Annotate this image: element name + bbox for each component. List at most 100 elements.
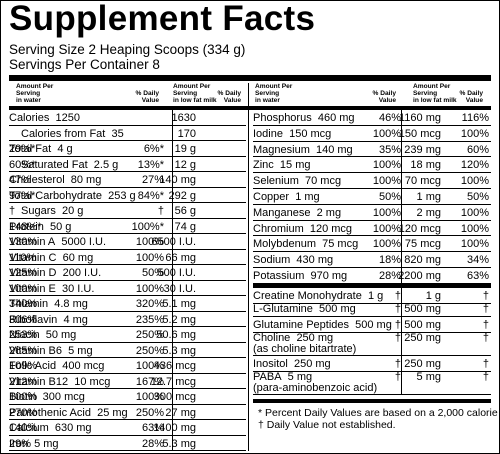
daily-value: 100%* <box>131 220 164 233</box>
daily-value: † <box>394 371 401 383</box>
nutrient-row: Magnesium 140 mg 35% 239 mg 60% <box>253 141 491 158</box>
milk-amount: 5.1 mg <box>162 298 196 310</box>
milk-amount: 1400 mg <box>153 422 196 434</box>
row-separator <box>9 171 246 172</box>
milk-daily-value: 253% <box>9 329 38 341</box>
nutrient-row: Vitamin B6 5 mg 250% 5.3 mg 265% <box>9 342 246 358</box>
row-separator <box>9 155 246 157</box>
milk-amount: 292 g <box>168 189 196 202</box>
nutrient-amount: 970 mg <box>310 270 348 282</box>
milk-amount: 820 mg <box>404 254 441 267</box>
milk-daily-value: 265% <box>9 344 38 357</box>
header-dv-right: % Daily Value <box>372 90 396 104</box>
nutrient-name: Riboflavin <box>9 313 58 326</box>
dv-divider <box>172 373 173 389</box>
milk-amount: 239 mg <box>404 143 441 156</box>
nutrient-name: L-Glutamine <box>253 303 313 315</box>
row-separator <box>253 187 491 189</box>
nutrient-row: Pantothenic Acid 25 mg 250% 27 mg 270% <box>9 404 246 420</box>
milk-amount: 5.2 mg <box>162 313 196 326</box>
milk-daily-value: 270% <box>9 406 38 419</box>
dv-divider <box>401 204 402 221</box>
dv-divider <box>172 265 173 281</box>
milk-daily-value: † <box>482 332 489 344</box>
nutrient-row: Potassium 970 mg 28% 2200 mg 63% <box>253 268 491 284</box>
nutrient-row: Vitamin A 5000 I.U. 100% 6500 I.U. 130% <box>9 234 246 250</box>
nutrient-row: Niacin 50 mg 250% 50.6 mg 253% <box>9 327 246 343</box>
row-separator <box>9 295 246 296</box>
milk-daily-value: 100% <box>460 127 489 140</box>
milk-amount: 18 mg <box>410 159 441 172</box>
row-separator <box>253 156 491 158</box>
daily-value: 50% <box>378 191 401 203</box>
nutrient-row: Iodine 150 mcg 100% 150 mcg 100% <box>253 125 491 143</box>
dv-divider <box>401 157 402 174</box>
dv-divider <box>172 342 173 358</box>
daily-value: 100% <box>372 159 401 172</box>
milk-amount: 436 mcg <box>153 360 196 372</box>
nutrient-name: Protein <box>9 220 44 233</box>
nutrient-name: Phosphorus <box>253 112 312 124</box>
nutrient-name: Cholesterol <box>9 174 65 186</box>
nutrient-amount: 140 mg <box>315 143 353 156</box>
milk-daily-value: 100% <box>460 206 489 219</box>
nutrient-row: Calcium 630 mg 63% 1400 mg 140% <box>9 420 246 436</box>
nutrient-name: Calories from Fat <box>21 127 106 140</box>
dv-divider <box>401 268 402 284</box>
nutrient-subtext: (para-aminobenzoic acid) <box>253 382 378 394</box>
milk-amount: 1160 mg <box>399 112 441 124</box>
milk-amount: 1 mg <box>416 191 441 203</box>
nutrient-name: Folic Acid <box>9 360 57 372</box>
daily-value: 250% <box>135 329 164 341</box>
daily-value: 27% <box>141 174 164 186</box>
daily-value: 6%* <box>143 143 164 155</box>
milk-daily-value: 120% <box>460 159 489 172</box>
nutrient-amount: 5 mg <box>68 344 93 357</box>
daily-value: 100% <box>135 251 164 264</box>
nutrient-row: Protein 50 g 100%* 74 g 148%* <box>9 218 246 234</box>
nutrient-row: Total Carbohydrate 253 g 84%* 292 g 97%* <box>9 187 246 205</box>
milk-amount: 50.6 mg <box>156 329 196 341</box>
nutrient-label: Total Fat 4 g <box>9 141 73 158</box>
nutrient-amount: 630 mg <box>54 422 92 434</box>
nutrient-amount: 75 mcg <box>322 238 359 251</box>
nutrient-label: Total Carbohydrate 253 g <box>9 188 136 205</box>
nutrient-amount: 500 mg <box>319 303 356 315</box>
daily-value: † <box>394 358 401 370</box>
nutrient-label: Creatine Monohydrate 1 g <box>253 288 383 305</box>
milk-daily-value: 34% <box>466 254 489 267</box>
nutrient-name: Calories <box>9 112 50 124</box>
nutrient-label: L-Glutamine 500 mg <box>253 301 356 318</box>
daily-value: 250% <box>135 406 164 419</box>
milk-daily-value: 125% <box>9 267 38 279</box>
nutrient-row: Cholesterol 80 mg 27% 140 mg 47% <box>9 172 246 188</box>
milk-amount: 170 <box>177 127 196 140</box>
nutrient-amount: 15 mg <box>279 159 311 172</box>
nutrient-name: Selenium <box>253 175 299 188</box>
nutrient-amount: 2 mg <box>316 206 342 219</box>
nutrient-amount: 1250 <box>55 112 80 124</box>
milk-daily-value: † <box>9 205 16 217</box>
nutrient-name: Vitamin D <box>9 267 57 279</box>
nutrient-label: Iodine 150 mcg <box>253 126 331 143</box>
daily-value: † <box>394 319 401 331</box>
dv-divider <box>401 189 402 205</box>
nutrient-name: Vitamin C <box>9 251 57 264</box>
row-separator <box>253 124 491 126</box>
row-separator <box>253 370 491 372</box>
nutrient-amount: 1 g <box>367 290 384 302</box>
nutrient-label: Vitamin D 200 I.U. <box>9 265 101 282</box>
milk-daily-value: 100% <box>460 238 489 251</box>
nutrient-label: Manganese 2 mg <box>253 205 341 222</box>
milk-daily-value: † <box>482 319 489 331</box>
milk-amount: 500 mg <box>404 319 441 331</box>
nutrient-name: Saturated Fat <box>21 158 88 171</box>
nutrient-amount: 500 mg <box>355 319 392 331</box>
daily-value: 100% <box>372 127 401 140</box>
milk-daily-value: 50% <box>466 191 489 203</box>
nutrient-row: Vitamin E 30 I.U. 100% 30 I.U. 100% <box>9 280 246 296</box>
nutrient-row: Calories 1250 1630 <box>9 110 246 126</box>
dv-divider <box>172 404 173 420</box>
daily-value: 18% <box>378 254 401 267</box>
